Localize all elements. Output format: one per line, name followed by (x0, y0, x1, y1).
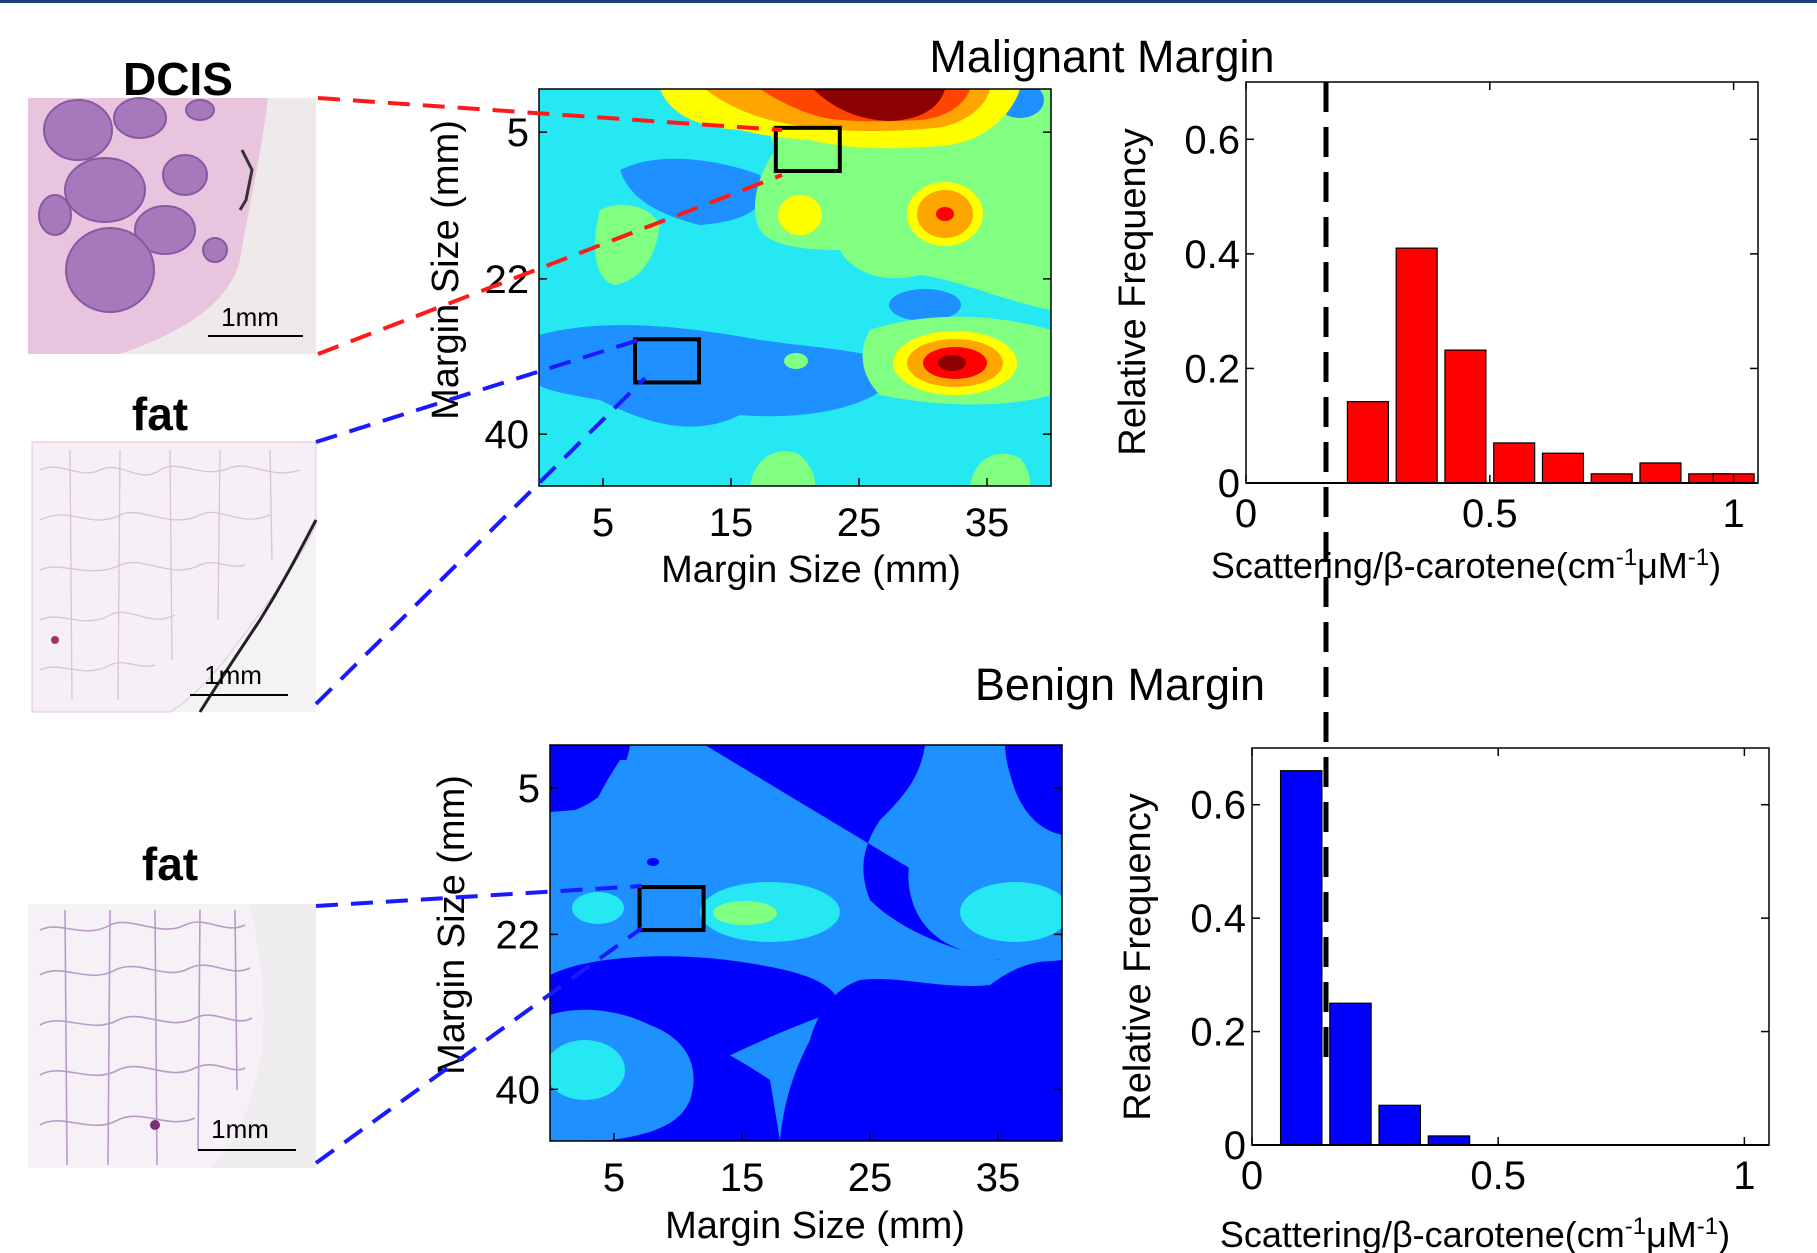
tissue-image-fat-1: fat 1mm (31, 388, 318, 713)
histogram-ylabel: Relative Frequency (1117, 793, 1159, 1120)
x-tick-label: 0.5 (1470, 1154, 1526, 1198)
tissue-image-dcis: DCIS 1mm (28, 53, 316, 354)
histogram-bar (1279, 770, 1323, 1146)
tissue-label: fat (132, 388, 188, 440)
malignant-title: Malignant Margin (929, 31, 1274, 82)
x-tick-label: 0 (1241, 1154, 1263, 1198)
blue-link-top (315, 336, 646, 444)
histogram-xlabel: Scattering/β-carotene(cm-1μM-1) (1211, 544, 1721, 587)
highlight-box (637, 885, 706, 933)
x-tick-label: 5 (592, 501, 614, 545)
tissue-image-fat-2: fat 1mm (28, 838, 316, 1168)
heatmap-frame (538, 88, 1052, 487)
histogram-bar (1346, 401, 1389, 484)
x-tick-label: 1 (1722, 492, 1744, 536)
benign-heatmap: 5 15 25 35 5 22 40 Margin Size (mm) Margin Siz… (431, 744, 1063, 1247)
benign-title: Benign Margin (975, 659, 1265, 710)
histogram-bar (1590, 473, 1633, 484)
histogram-bar (1329, 1002, 1372, 1146)
scale-label: 1mm (221, 302, 279, 332)
histogram-ylabel: Relative Frequency (1112, 128, 1154, 455)
x-tick-label: 25 (837, 501, 882, 545)
x-tick-label: 0 (1235, 492, 1257, 536)
histogram-bar (1444, 349, 1487, 484)
heatmap-ylabel: Margin Size (mm) (425, 120, 467, 420)
y-tick-label: 0.6 (1184, 118, 1240, 162)
y-tick-label: 40 (496, 1068, 541, 1112)
highlight-box (773, 125, 842, 173)
y-tick-label: 0.2 (1190, 1011, 1246, 1055)
y-tick-label: 0.6 (1190, 784, 1246, 828)
scale-label: 1mm (211, 1114, 269, 1144)
heatmap-xlabel: Margin Size (mm) (661, 549, 961, 591)
histogram-bar (1639, 462, 1682, 484)
tissue-label: fat (142, 838, 198, 890)
histogram-bar (1493, 442, 1536, 484)
histogram-bar (1395, 247, 1438, 484)
y-tick-label: 5 (518, 767, 540, 811)
x-tick-label: 15 (709, 501, 754, 545)
x-tick-label: 25 (848, 1156, 893, 1200)
x-tick-label: 0.5 (1462, 492, 1518, 536)
connector-lines (314, 96, 783, 1165)
x-tick-label: 35 (976, 1156, 1021, 1200)
y-tick-label: 5 (507, 111, 529, 155)
y-tick-label: 0.4 (1190, 897, 1246, 941)
top-accent-bar (0, 0, 1817, 3)
benign-histogram: 0 0.5 1 0 0.2 0.4 0.6 Relative Frequency Scatt… (1117, 747, 1770, 1253)
highlight-box (633, 337, 701, 385)
y-tick-label: 40 (485, 413, 530, 457)
histogram-frame (1245, 81, 1759, 484)
tissue-label: DCIS (123, 53, 233, 105)
y-tick-label: 0 (1218, 462, 1240, 506)
histogram-bar (1427, 1135, 1471, 1146)
malignant-heatmap: 5 15 25 35 5 22 40 Margin Size (mm) Margin Siz… (425, 88, 1052, 591)
x-tick-label: 1 (1733, 1154, 1755, 1198)
x-tick-label: 15 (720, 1156, 765, 1200)
y-tick-label: 0.2 (1184, 347, 1240, 391)
blue-link-bottom (314, 376, 647, 706)
histogram-xlabel: Scattering/β-carotene(cm-1μM-1) (1220, 1213, 1730, 1253)
y-tick-label: 22 (485, 258, 530, 302)
y-tick-label: 22 (496, 913, 541, 957)
malignant-histogram: 0 0.5 1 0 0.2 0.4 0.6 Relative Frequency Scatt… (1112, 81, 1759, 587)
y-tick-label: 0 (1224, 1124, 1246, 1168)
blue-link-top (315, 884, 643, 908)
scale-label: 1mm (204, 660, 262, 690)
red-link-bottom (317, 173, 783, 356)
blue-link-bottom (314, 926, 644, 1165)
y-tick-label: 0.4 (1184, 233, 1240, 277)
x-tick-label: 35 (965, 501, 1010, 545)
red-link-top (317, 96, 783, 132)
x-tick-label: 5 (603, 1156, 625, 1200)
heatmap-ylabel: Margin Size (mm) (431, 775, 473, 1075)
heatmap-xlabel: Margin Size (mm) (665, 1205, 965, 1247)
heatmap-frame (549, 744, 1063, 1142)
histogram-bar (1378, 1104, 1421, 1146)
histogram-bar (1541, 452, 1585, 484)
